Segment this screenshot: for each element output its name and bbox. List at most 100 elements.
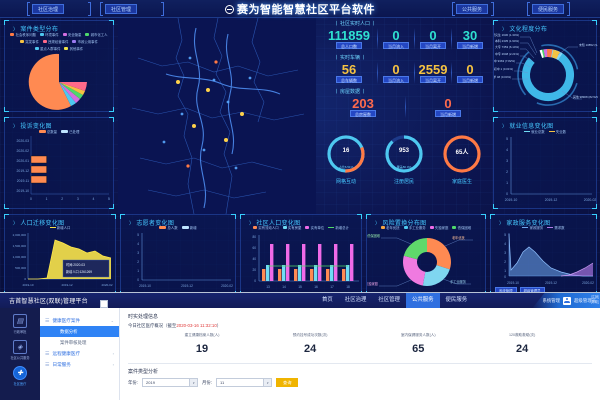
month-value: 11 [220, 380, 225, 385]
nav-item-home[interactable]: 首页 [322, 297, 333, 303]
nav-item-convenience-service[interactable]: 便民服务 [445, 297, 468, 303]
rail-item-community-medical[interactable]: ✚ 社区医疗 [0, 366, 40, 386]
sidebar-item-case-review[interactable]: 案件审核处理 [60, 340, 87, 345]
rail-label: 行政审批 [13, 330, 27, 334]
window-topbar: 吉首智慧社区(双联)管理平台 首页 社区治理 社区管理 公共服务 便民服务 系统… [0, 293, 600, 308]
complaint-legend: 总数量 已处理 [5, 129, 113, 134]
svg-text:2: 2 [61, 197, 63, 201]
community-map[interactable] [118, 18, 316, 214]
education-label: 大专 7353 (6.14%) [495, 44, 519, 49]
legend-item: 安全隐患 [62, 32, 81, 37]
system-management-label[interactable]: 系统管理 [542, 297, 561, 303]
donut-center-doctor: 65人 [455, 150, 469, 156]
nav-item-public-service[interactable]: 公共服务 [405, 293, 440, 308]
year-select[interactable]: 2019 ▾ [142, 378, 199, 387]
rail-label: 社区医疗 [13, 382, 27, 386]
housekeeping-area-chart: 5 4 3 2 1 0 2019-10 2019-12 2020-02 [504, 233, 594, 285]
panel-title: 案件类型分布 [13, 24, 58, 33]
legend-item: 需求数 [547, 225, 565, 230]
svg-text:1,500,000: 1,500,000 [13, 244, 27, 248]
sidebar-group-remote-medical[interactable]: ☰ 远程健康医疗 › [40, 348, 119, 359]
subtitle-suffix: ） [216, 323, 222, 328]
dashboard-header: 社区治理 社区管理 赛为智能智慧社区平台软件 公共服务 便民服务 [0, 0, 600, 18]
panel-employment-trend: 就业信息变化图 就业总数 失业数 5 4 3 2 1 0 2019-10 201… [493, 117, 597, 209]
svg-text:2020-02: 2020-02 [584, 198, 597, 202]
sidebar-group-health-medical[interactable]: ☰ 健康医疗案件 ⌄ [40, 315, 119, 326]
legend-item: 老年优抚 [380, 225, 400, 230]
chevron-right-icon: › [112, 362, 114, 367]
kpi-value-vehicles-new: 0 [466, 62, 474, 77]
axis-tick: 2020-01 [17, 159, 30, 163]
top-tab-community-management[interactable]: 社区管理 [105, 4, 138, 14]
axis-tick: 2020-02 [17, 149, 30, 153]
rail-item-community-public-service[interactable]: ◈ 社区公共服务 [0, 340, 40, 360]
panel-education-distribution: 文化程度分布 研 [493, 20, 598, 112]
sidebar: ☰ 健康医疗案件 ⌄ 数据分析 案件审核处理 ☰ 远程健康医疗 › ☰ 日常服务… [40, 300, 120, 400]
sidebar-item-data-analysis[interactable]: 数据分析 [40, 326, 119, 337]
svg-text:0: 0 [137, 278, 139, 282]
kpi-section-houses-title: 房屋数据 [334, 88, 366, 95]
risk-callout: 老年优抚 [452, 235, 466, 240]
legend-item: 实有单位 [305, 225, 324, 230]
donut-grid-interaction [327, 135, 365, 173]
content-area: 时实处理信息 今日社区医疗概况（截至2020-03-16 11:32:10） 建… [120, 308, 600, 400]
svg-text:13: 13 [266, 285, 270, 289]
axis-tick: 2020-03 [17, 139, 30, 143]
panel-title: 就业信息变化图 [502, 121, 553, 130]
window-user-area[interactable]: 系统管理 超级管理员 [532, 293, 600, 308]
svg-text:2019-10: 2019-10 [22, 283, 33, 287]
legend-item: 总数量 [38, 129, 57, 134]
sidebar-group-label: 健康医疗案件 [52, 317, 81, 323]
legend-item: 市政公用事件 [72, 39, 98, 44]
migration-area-chart: 2,000,000 1,500,000 1,000,000 500,000 0 … [13, 233, 113, 287]
chevron-down-icon: ▾ [189, 379, 198, 386]
help-link[interactable]: [帮助] [590, 300, 599, 304]
svg-text:3: 3 [504, 251, 506, 255]
window-nav: 首页 社区治理 社区管理 公共服务 便民服务 [316, 293, 473, 308]
page-title: 赛为智能智慧社区平台软件 [225, 1, 375, 17]
chevron-right-icon: › [112, 351, 114, 356]
svg-text:2020-02: 2020-02 [101, 283, 112, 287]
search-button[interactable]: 查询 [276, 378, 299, 387]
subtitle-prefix: 今日社区医疗概况（截至 [128, 323, 177, 328]
kpi-value-monthly-inflow: 0 [392, 28, 400, 43]
top-tab-community-governance[interactable]: 社区治理 [32, 4, 65, 14]
year-label: 年份: [128, 379, 139, 385]
tooltip-line-2: 新增人口:1261269 [66, 269, 92, 274]
kpi-tag-monthly-new: 当月新增 [457, 42, 483, 49]
donut-label-residents: 注册居民 [393, 179, 414, 185]
kpi-value-total-vehicles: 56 [341, 62, 357, 77]
rail-item-administrative-approval[interactable]: ▤ 行政审批 [0, 314, 40, 334]
svg-text:1: 1 [504, 269, 506, 273]
svg-text:4: 4 [92, 197, 94, 201]
risk-legend: 老年优抚 手工业服务 失独家庭 低保困难 [367, 225, 485, 230]
stat-value: 65 [412, 343, 425, 355]
legend-item: 低保困难 [452, 225, 471, 230]
sidebar-checkbox[interactable] [100, 300, 108, 308]
nav-item-community-management[interactable]: 社区管理 [378, 297, 400, 303]
svg-text:15: 15 [298, 285, 302, 289]
stat-value: 24 [304, 343, 317, 355]
kpi-tag-monthly-inflow: 当月流入 [383, 42, 409, 49]
legend-item: 实有流动人口 [253, 225, 279, 230]
nav-item-community-governance[interactable]: 社区治理 [344, 297, 367, 303]
donut-family-doctor [443, 135, 481, 173]
panel-volunteer-trend: 志愿者变化图 总人数 新增 5 4 3 2 1 0 2019-10 2019-1… [120, 214, 236, 296]
sidebar-group-daily-service[interactable]: ☰ 日常服务 › [40, 359, 119, 370]
logout-link[interactable]: [注销] [590, 295, 599, 299]
svg-text:3: 3 [137, 251, 139, 255]
legend-item: 就业总数 [523, 129, 545, 134]
divider [128, 363, 592, 364]
kpi-tag-vehicles-outflow: 当月离开 [420, 76, 446, 83]
top-tab-convenience-service[interactable]: 便民服务 [531, 4, 564, 14]
window-corner-links[interactable]: [注销] [帮助] [591, 295, 599, 305]
top-tab-public-service[interactable]: 公共服务 [455, 4, 488, 14]
donut-registered-residents [385, 135, 423, 173]
month-select[interactable]: 11 ▾ [216, 378, 273, 387]
svg-text:3: 3 [506, 159, 508, 163]
svg-text:5: 5 [506, 137, 508, 141]
svg-text:40: 40 [252, 257, 256, 261]
legend-item: 新增总计 [328, 225, 349, 230]
svg-text:2019-12: 2019-12 [545, 198, 558, 202]
section-heading-analysis: 案件类型分析 [128, 369, 159, 375]
